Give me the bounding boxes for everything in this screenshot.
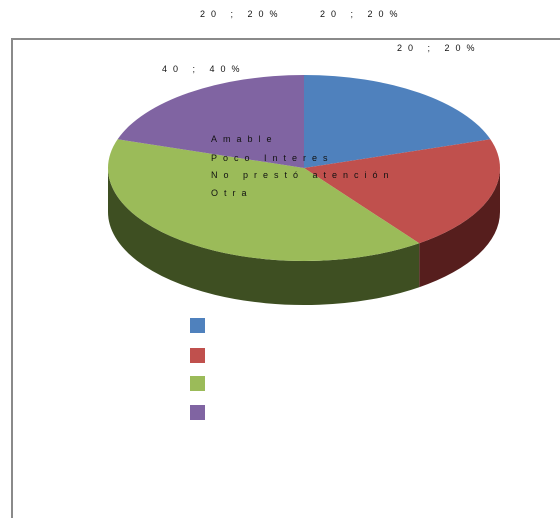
legend-swatch-0	[190, 318, 205, 333]
pie-slice-side-1	[419, 168, 500, 288]
category-label: No prestó atención	[211, 170, 395, 180]
pie-slice-3	[117, 75, 304, 168]
pie-chart	[107, 75, 500, 306]
chart-area	[11, 38, 560, 518]
category-label: Amable	[211, 134, 278, 144]
legend-swatch-1	[190, 348, 205, 363]
pie-slice-1	[304, 139, 500, 244]
legend-swatch-2	[190, 376, 205, 391]
category-label: Otra	[211, 188, 253, 198]
data-label: 20 ; 20%	[200, 9, 284, 19]
legend-swatch-3	[190, 405, 205, 420]
data-label: 20 ; 20%	[320, 9, 404, 19]
category-label: Poco Interes	[211, 153, 334, 163]
data-label: 20 ; 20%	[397, 43, 481, 53]
pie-slice-0	[304, 75, 491, 168]
data-label: 40 ; 40%	[162, 64, 246, 74]
pie-slice-2	[108, 139, 420, 261]
pie-slice-side-2	[107, 168, 420, 306]
